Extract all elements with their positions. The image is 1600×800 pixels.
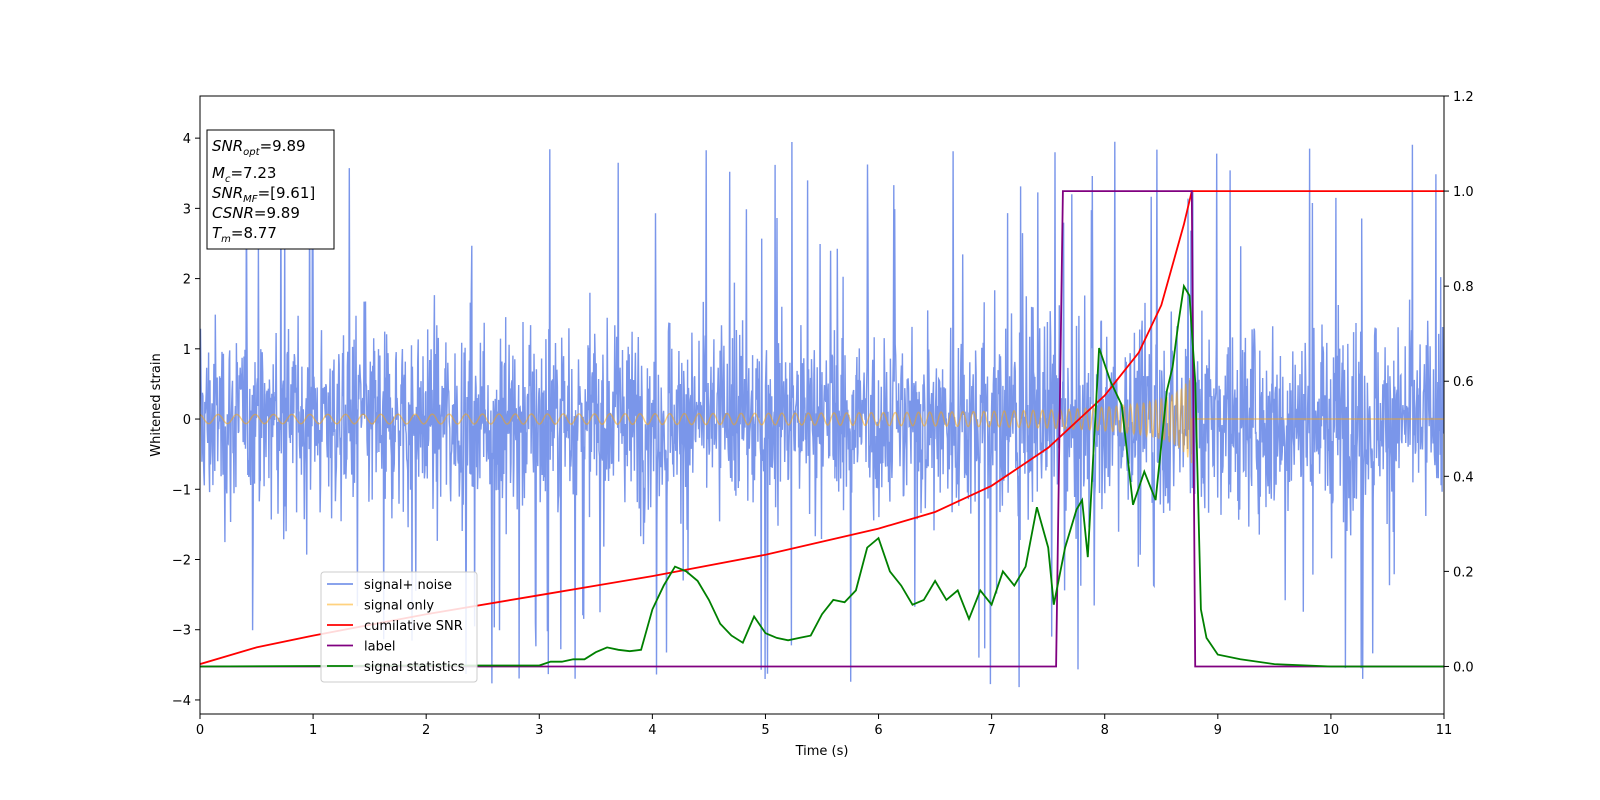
x-tick-label: 4 [648,723,656,738]
info-csnr: CSNR=9.89 [212,204,300,222]
y-left-tick-label: 1 [183,343,191,358]
series-line-signal-noise [200,141,1444,688]
series-line-signal-only [200,378,1444,464]
legend-frame [320,571,478,683]
y-right-tick-label: 1.2 [1453,90,1474,105]
noise-layer [200,141,1444,688]
legend-label: signal+ noise [364,578,452,593]
x-tick-label: 5 [761,723,769,738]
x-axis-label: Time (s) [795,744,849,759]
legend: signal+ noise signal only cumilative SNR la… [320,571,478,683]
info-snr-mf: SNRMF=[9.61] [212,184,315,205]
x-tick-label: 1 [309,723,317,738]
y-axis-label: Whitened strain [149,353,164,456]
y-left-tick-label: −2 [172,554,191,569]
x-tick-label: 2 [422,723,430,738]
y-right-tick-label: 0.8 [1453,280,1474,295]
y-right-tick-label: 0.6 [1453,375,1474,390]
x-axis: 0 1 2 3 4 5 6 7 8 9 10 11 [196,714,1452,738]
y-left-tick-label: 3 [183,202,191,217]
x-tick-label: 0 [196,723,204,738]
x-tick-label: 9 [1214,723,1222,738]
y-left-tick-label: −4 [172,694,191,709]
info-mc: Mc=7.23 [212,164,276,185]
x-tick-label: 3 [535,723,543,738]
series-line-signal-statistics [200,283,1444,668]
y-right-tick-label: 0.0 [1453,660,1474,675]
y-right-tick-label: 0.2 [1453,565,1474,580]
plot-frame [199,95,1445,715]
legend-label: label [364,640,395,655]
x-tick-label: 7 [987,723,995,738]
y-left-tick-label: −3 [172,624,191,639]
y-left-tick-label: 4 [183,132,191,147]
info-box-frame [206,129,335,250]
signal-layer [200,378,1444,464]
y-right-tick-label: 1.0 [1453,185,1474,200]
legend-label: cumilative SNR [364,619,463,634]
x-tick-label: 10 [1323,723,1340,738]
x-tick-label: 11 [1436,723,1453,738]
y-left-tick-label: 0 [183,413,191,428]
legend-label: signal only [364,599,434,614]
x-tick-label: 8 [1101,723,1109,738]
y-axis-left: −4 −3 −2 −1 0 1 2 3 4 [172,132,200,709]
info-snr-opt: SNRopt=9.89 [212,137,306,158]
y-right-tick-label: 0.4 [1453,470,1474,485]
info-tm: Tm=8.77 [212,224,277,245]
info-box: SNRopt=9.89 Mc=7.23 SNRMF=[9.61] CSNR=9.… [206,129,335,250]
legend-label: signal statistics [364,660,465,675]
x-tick-label: 6 [874,723,882,738]
y-left-tick-label: 2 [183,273,191,288]
series-line-label [200,190,1444,668]
y-left-tick-label: −1 [172,483,191,498]
y-axis-right: 0.0 0.2 0.4 0.6 0.8 1.0 1.2 [1444,90,1474,675]
